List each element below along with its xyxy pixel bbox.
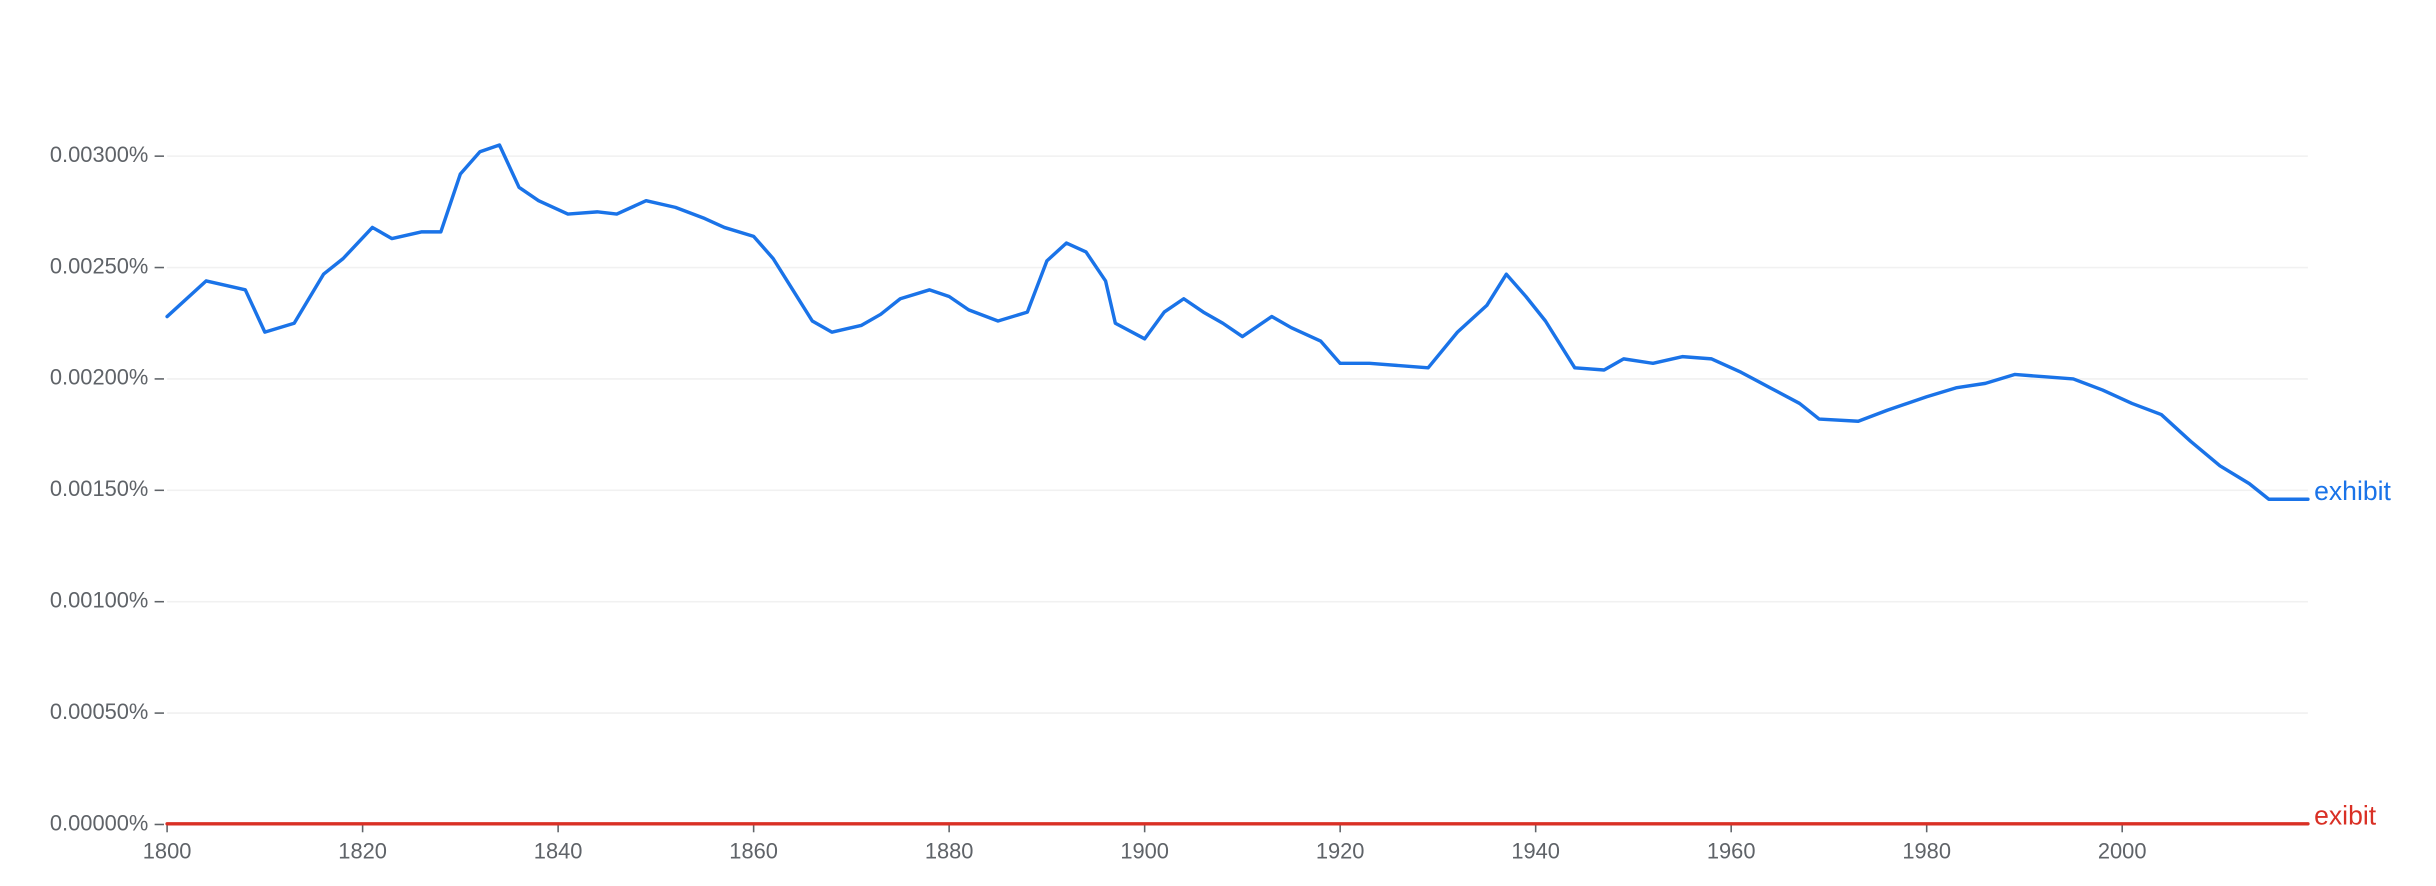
x-tick-label: 1880 bbox=[925, 838, 974, 863]
x-tick-label: 2000 bbox=[2098, 838, 2147, 863]
x-tick-label: 1980 bbox=[1902, 838, 1951, 863]
x-tick-label: 1800 bbox=[143, 838, 192, 863]
y-tick-label: 0.00250% bbox=[50, 253, 148, 278]
x-tick-label: 1940 bbox=[1511, 838, 1560, 863]
x-tick-label: 1860 bbox=[729, 838, 778, 863]
x-tick-label: 1820 bbox=[338, 838, 387, 863]
y-tick-label: 0.00000% bbox=[50, 810, 148, 835]
y-tick-label: 0.00050% bbox=[50, 699, 148, 724]
series-line bbox=[165, 143, 2310, 501]
x-tick-label: 1900 bbox=[1120, 838, 1169, 863]
y-tick-label: 0.00150% bbox=[50, 476, 148, 501]
x-tick-label: 1920 bbox=[1316, 838, 1365, 863]
series-label: exhibit bbox=[2314, 476, 2391, 506]
y-tick-label: 0.00200% bbox=[50, 365, 148, 390]
series-label: exibit bbox=[2314, 801, 2377, 831]
y-tick-label: 0.00300% bbox=[50, 142, 148, 167]
x-tick-label: 1960 bbox=[1707, 838, 1756, 863]
x-tick-label: 1840 bbox=[534, 838, 583, 863]
y-tick-label: 0.00100% bbox=[50, 587, 148, 612]
